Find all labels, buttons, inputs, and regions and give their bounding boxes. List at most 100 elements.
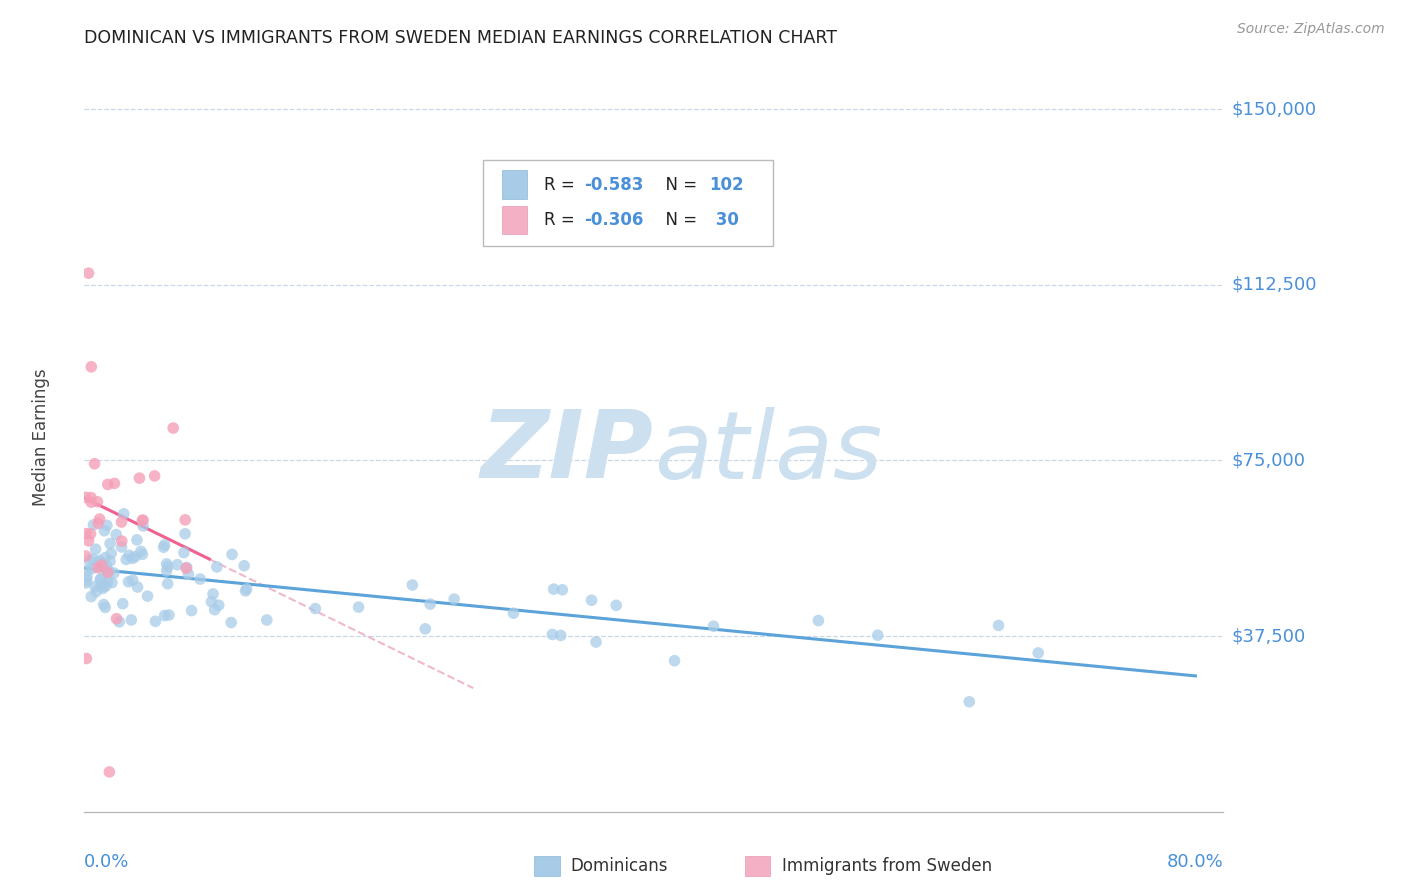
Point bbox=[219, 615, 242, 630]
Point bbox=[235, 582, 257, 596]
Text: $75,000: $75,000 bbox=[1232, 451, 1306, 469]
Text: Immigrants from Sweden: Immigrants from Sweden bbox=[782, 857, 991, 875]
Point bbox=[551, 582, 574, 597]
Point bbox=[117, 574, 139, 589]
Point bbox=[93, 524, 115, 538]
Point bbox=[110, 540, 132, 554]
Point bbox=[541, 627, 564, 641]
Point bbox=[105, 612, 128, 626]
Point bbox=[112, 507, 135, 521]
Point bbox=[75, 576, 97, 591]
Text: DOMINICAN VS IMMIGRANTS FROM SWEDEN MEDIAN EARNINGS CORRELATION CHART: DOMINICAN VS IMMIGRANTS FROM SWEDEN MEDI… bbox=[84, 29, 838, 47]
Point bbox=[156, 564, 179, 578]
Point bbox=[605, 599, 627, 613]
Point bbox=[166, 558, 188, 572]
Point bbox=[235, 583, 257, 598]
Point bbox=[82, 552, 104, 566]
Point bbox=[103, 476, 125, 491]
Text: 80.0%: 80.0% bbox=[1167, 853, 1223, 871]
Point bbox=[96, 518, 118, 533]
Point bbox=[1026, 646, 1049, 660]
Point bbox=[200, 595, 222, 609]
Text: 0.0%: 0.0% bbox=[84, 853, 129, 871]
Point bbox=[84, 580, 107, 594]
Text: N =: N = bbox=[655, 211, 703, 228]
Point bbox=[174, 561, 197, 575]
Point bbox=[174, 513, 197, 527]
Point bbox=[87, 516, 110, 531]
Point bbox=[80, 495, 103, 509]
Point bbox=[91, 576, 114, 591]
Point bbox=[94, 550, 117, 565]
Point bbox=[87, 561, 110, 575]
Point bbox=[94, 579, 117, 593]
Point bbox=[502, 606, 524, 620]
Point bbox=[89, 556, 111, 570]
Point bbox=[91, 582, 114, 596]
Point bbox=[120, 613, 142, 627]
Point bbox=[180, 604, 202, 618]
Point bbox=[97, 565, 120, 579]
Point bbox=[132, 513, 155, 527]
Point bbox=[86, 559, 108, 574]
Point bbox=[205, 560, 228, 574]
Point bbox=[89, 512, 111, 526]
Point bbox=[413, 622, 436, 636]
Point bbox=[176, 560, 198, 574]
Point bbox=[75, 491, 97, 505]
Point bbox=[124, 549, 146, 564]
Point bbox=[132, 519, 155, 533]
Point bbox=[75, 549, 97, 563]
Point bbox=[145, 615, 167, 629]
Point bbox=[129, 544, 152, 558]
Point bbox=[807, 614, 830, 628]
Text: $150,000: $150,000 bbox=[1232, 100, 1316, 119]
Point bbox=[101, 575, 124, 590]
Text: Median Earnings: Median Earnings bbox=[32, 368, 51, 506]
Text: ZIP: ZIP bbox=[481, 406, 654, 498]
Point bbox=[90, 572, 112, 586]
Point bbox=[143, 469, 166, 483]
Point bbox=[121, 551, 143, 566]
Point bbox=[98, 764, 121, 779]
Point bbox=[111, 597, 134, 611]
Point bbox=[208, 598, 231, 612]
Point bbox=[987, 618, 1010, 632]
Point bbox=[79, 554, 101, 568]
Point bbox=[585, 635, 607, 649]
Point bbox=[103, 566, 125, 580]
Point bbox=[89, 553, 111, 567]
Text: $112,500: $112,500 bbox=[1232, 276, 1317, 293]
Point bbox=[188, 572, 211, 586]
Point bbox=[401, 578, 423, 592]
Point bbox=[80, 590, 103, 604]
Point bbox=[82, 517, 104, 532]
Point bbox=[97, 564, 120, 578]
Point bbox=[111, 534, 134, 549]
Point bbox=[83, 457, 105, 471]
Point bbox=[156, 576, 179, 591]
FancyBboxPatch shape bbox=[484, 160, 773, 246]
Text: N =: N = bbox=[655, 176, 703, 194]
Point bbox=[256, 613, 278, 627]
Point bbox=[174, 526, 197, 541]
Point bbox=[121, 573, 143, 587]
Point bbox=[75, 526, 97, 541]
Point bbox=[664, 654, 686, 668]
Point bbox=[156, 559, 179, 574]
Point bbox=[98, 554, 121, 568]
Point bbox=[93, 561, 115, 575]
Point bbox=[177, 567, 200, 582]
Point bbox=[105, 527, 128, 541]
Point bbox=[98, 536, 121, 550]
Point bbox=[97, 566, 120, 580]
Point bbox=[80, 359, 103, 374]
Point bbox=[173, 546, 195, 560]
Text: -0.583: -0.583 bbox=[585, 176, 644, 194]
Text: 30: 30 bbox=[710, 211, 738, 228]
Point bbox=[94, 600, 117, 615]
Text: R =: R = bbox=[544, 176, 581, 194]
Point bbox=[304, 601, 326, 615]
Point bbox=[152, 540, 174, 554]
Point bbox=[79, 526, 101, 541]
